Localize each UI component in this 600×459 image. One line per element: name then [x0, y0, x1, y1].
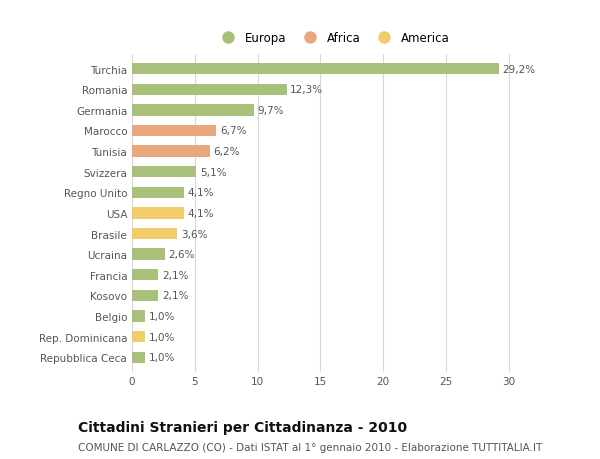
Text: 29,2%: 29,2% [503, 64, 536, 74]
Bar [132, 84, 287, 95]
Bar [132, 352, 145, 363]
Bar [132, 64, 499, 75]
Text: 9,7%: 9,7% [257, 106, 284, 116]
Bar [132, 167, 196, 178]
Bar [132, 208, 184, 219]
Text: 1,0%: 1,0% [148, 332, 175, 342]
Text: 2,1%: 2,1% [162, 270, 188, 280]
Bar [132, 290, 158, 302]
Text: 5,1%: 5,1% [200, 168, 226, 177]
Bar [132, 269, 158, 281]
Text: 3,6%: 3,6% [181, 229, 208, 239]
Bar [132, 105, 254, 116]
Text: 1,0%: 1,0% [148, 353, 175, 363]
Bar [132, 228, 177, 240]
Bar [132, 249, 164, 260]
Text: 2,1%: 2,1% [162, 291, 188, 301]
Text: COMUNE DI CARLAZZO (CO) - Dati ISTAT al 1° gennaio 2010 - Elaborazione TUTTITALI: COMUNE DI CARLAZZO (CO) - Dati ISTAT al … [78, 442, 542, 452]
Bar [132, 311, 145, 322]
Text: 2,6%: 2,6% [169, 250, 195, 259]
Text: 4,1%: 4,1% [187, 208, 214, 218]
Text: 6,2%: 6,2% [214, 147, 240, 157]
Text: 4,1%: 4,1% [187, 188, 214, 198]
Text: 1,0%: 1,0% [148, 311, 175, 321]
Bar [132, 146, 210, 157]
Bar [132, 125, 216, 137]
Bar [132, 187, 184, 199]
Text: Cittadini Stranieri per Cittadinanza - 2010: Cittadini Stranieri per Cittadinanza - 2… [78, 420, 407, 434]
Text: 12,3%: 12,3% [290, 85, 323, 95]
Legend: Europa, Africa, America: Europa, Africa, America [214, 29, 452, 47]
Text: 6,7%: 6,7% [220, 126, 247, 136]
Bar [132, 331, 145, 342]
